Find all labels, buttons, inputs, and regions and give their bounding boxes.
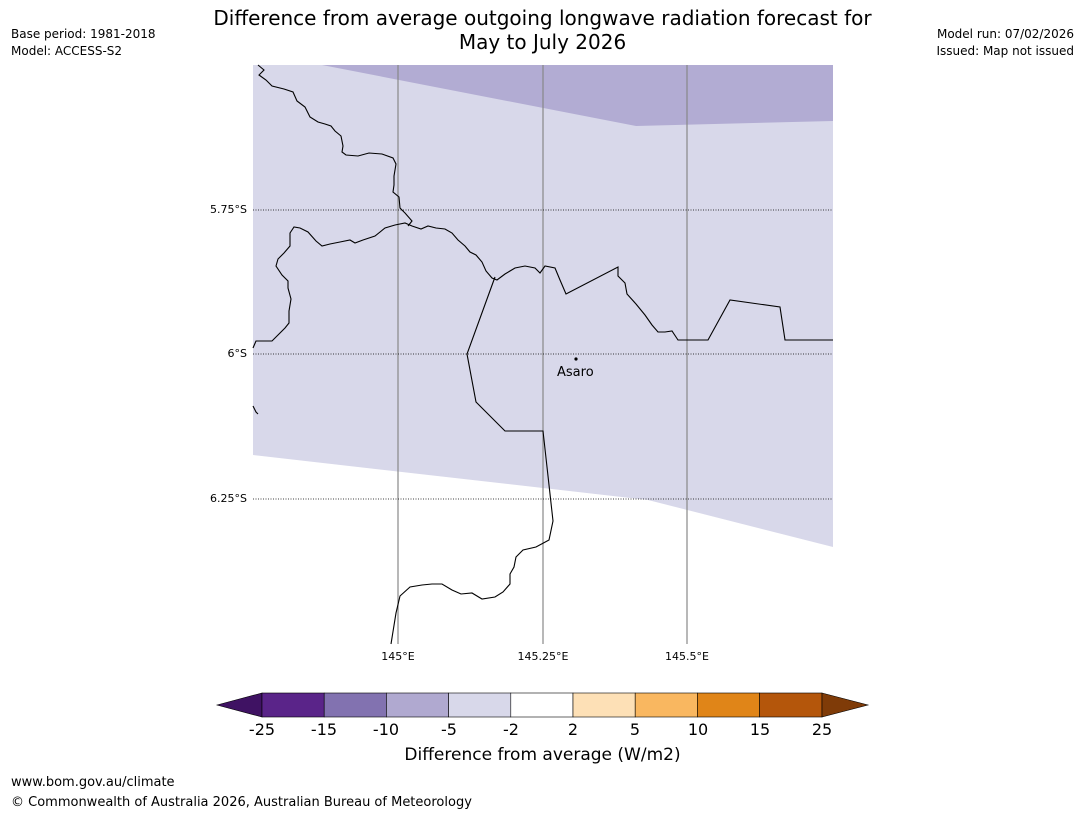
colorbar-cell-1 [261, 692, 325, 718]
place-label-asaro: Asaro [557, 365, 594, 380]
boundary-north [257, 64, 413, 227]
issued-status: Issued: Map not issued [936, 44, 1074, 58]
colorbar-tick: -5 [441, 720, 457, 739]
colorbar-tick: -25 [248, 720, 276, 739]
asaro-marker [574, 357, 578, 361]
model-run: Model run: 07/02/2026 [936, 27, 1074, 41]
title-line-1: Difference from average outgoing longwav… [213, 6, 872, 30]
colorbar [215, 692, 870, 718]
colorbar-title: Difference from average (W/m2) [404, 745, 681, 765]
colorbar-cell-8 [697, 692, 760, 718]
colorbar-under-arrow [215, 692, 263, 718]
lat-label-6-25s: 6.25°S [210, 492, 247, 505]
boundary-lines [252, 64, 833, 645]
colorbar-tick: -2 [503, 720, 519, 739]
colorbar-cell-4 [448, 692, 512, 718]
meta-left: Base period: 1981-2018 Model: ACCESS-S2 [11, 26, 156, 60]
base-period: Base period: 1981-2018 [11, 27, 156, 41]
colorbar-tick: 25 [811, 720, 833, 739]
colorbar-cell-9 [759, 692, 823, 718]
colorbar-tick: 5 [629, 720, 641, 739]
anomaly-region-minus10 [322, 65, 833, 126]
colorbar-over-arrow [821, 692, 870, 718]
colorbar-tick: 2 [567, 720, 579, 739]
lon-label-145-5e: 145.5°E [665, 650, 709, 663]
lon-label-145-25e: 145.25°E [517, 650, 569, 663]
colorbar-tick: -10 [372, 720, 400, 739]
lat-label-6s: 6°S [227, 347, 247, 360]
meta-right: Model run: 07/02/2026 Issued: Map not is… [936, 26, 1074, 60]
colorbar-tick: 15 [749, 720, 771, 739]
lat-label-5-75s: 5.75°S [210, 203, 247, 216]
colorbar-tick: -15 [310, 720, 338, 739]
footer-url[interactable]: www.bom.gov.au/climate [11, 775, 175, 790]
title-line-2: May to July 2026 [458, 30, 627, 54]
colorbar-cell-6 [572, 692, 636, 718]
model-name: Model: ACCESS-S2 [11, 44, 123, 58]
colorbar-cell-7 [634, 692, 698, 718]
boundary-south [390, 276, 554, 645]
boundary-west-edge [252, 405, 259, 415]
colorbar-cell-2 [323, 692, 387, 718]
boundary-central-west [252, 222, 833, 349]
colorbar-cell-3 [386, 692, 449, 718]
colorbar-tick: 10 [687, 720, 709, 739]
map-title: Difference from average outgoing longwav… [0, 6, 1085, 54]
footer-copyright: © Commonwealth of Australia 2026, Austra… [11, 795, 472, 810]
colorbar-cell-5 [510, 692, 574, 718]
lon-label-145e: 145°E [381, 650, 415, 663]
